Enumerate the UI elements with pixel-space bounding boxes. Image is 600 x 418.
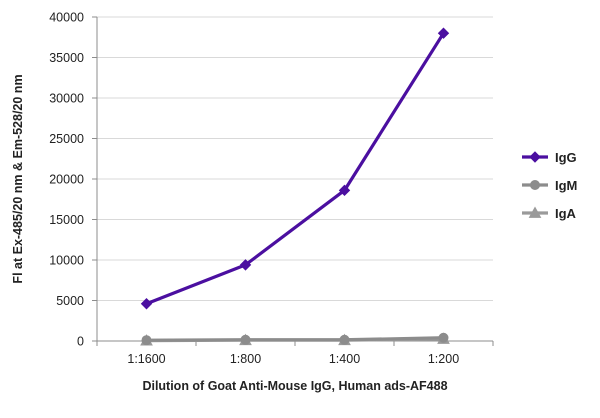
y-tick-label: 5000 [56,294,84,308]
gridlines [97,16,493,301]
x-tick-label: 1:400 [329,352,360,366]
data-point [339,334,350,345]
data-point [141,335,152,346]
y-tick-labels: 0 5000 10000 15000 20000 25000 30000 35000 40000 [49,11,84,349]
y-tick-label: 35000 [49,51,84,65]
legend-label: IgG [555,150,577,165]
data-point [140,298,153,310]
data-point [240,334,251,345]
x-axis-title: Dilution of Goat Anti-Mouse IgG, Human a… [142,379,447,393]
data-point [338,184,351,197]
x-tick-label: 1:800 [230,352,261,366]
y-tick-label: 20000 [49,173,84,187]
data-point [437,27,450,39]
x-tick-label: 1:1600 [127,352,165,366]
series-line [144,336,446,342]
legend-marker [530,180,540,190]
legend-item: IgA [522,206,577,221]
y-tick-label: 0 [77,335,84,349]
y-axis-title: Fl at Ex-485/20 nm & Em-528/20 nm [11,74,25,283]
x-tick-label: 1:200 [428,352,459,366]
series-igg [140,27,450,310]
legend-marker [528,206,542,218]
legend-marker [529,151,541,163]
legend: IgG IgM IgA [522,150,577,221]
legend-label: IgM [555,178,577,193]
data-point [438,332,449,343]
series-line [144,31,446,306]
y-tick-label: 30000 [49,92,84,106]
y-tick-label: 10000 [49,254,84,268]
legend-label: IgA [555,206,577,221]
legend-item: IgG [522,150,577,165]
x-tick-labels: 1:1600 1:800 1:400 1:200 [127,352,459,366]
y-tick-label: 15000 [49,213,84,227]
legend-item: IgM [522,178,577,193]
y-tick-label: 40000 [49,11,84,25]
y-tick-label: 25000 [49,132,84,146]
series-igm [141,332,449,346]
data-point [239,259,252,271]
axes [92,16,494,346]
data-series [140,27,450,346]
